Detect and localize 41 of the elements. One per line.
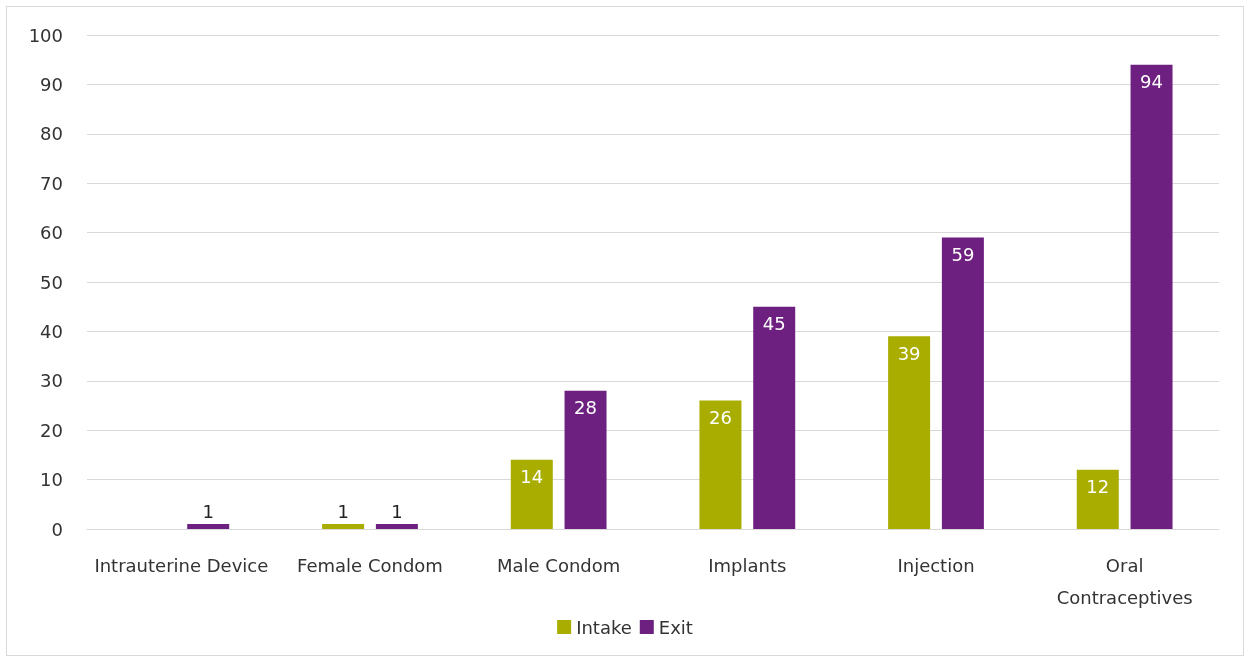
bar: [753, 306, 796, 529]
data-label: 1: [202, 500, 214, 522]
bar: [322, 524, 365, 529]
bar: [1130, 64, 1173, 529]
bar: [375, 524, 418, 529]
bar: [1076, 469, 1119, 529]
y-tick-label: 60: [40, 222, 63, 244]
legend-label: Exit: [658, 616, 693, 638]
bar: [187, 524, 230, 529]
y-tick-label: 40: [40, 320, 63, 342]
x-tick-label: Female Condom: [297, 554, 443, 576]
x-tick-label: Implants: [708, 554, 787, 576]
bar: [699, 400, 742, 529]
bar: [564, 390, 607, 529]
data-label: 14: [520, 466, 544, 488]
bar: [510, 459, 553, 529]
bar: [888, 336, 931, 529]
bar: [941, 237, 984, 529]
data-label: 59: [951, 244, 975, 266]
x-tick-label: Oral Contraceptives: [1056, 554, 1193, 608]
y-tick-label: 80: [40, 123, 63, 145]
data-label: 1: [337, 500, 349, 522]
y-tick-label: 10: [40, 469, 63, 491]
y-tick-label: 20: [40, 419, 63, 441]
data-label: 94: [1140, 71, 1163, 93]
data-label: 28: [574, 397, 597, 419]
x-tick-label: Intrauterine Device: [94, 554, 269, 576]
y-tick-label: 30: [40, 370, 63, 392]
y-tick-label: 100: [28, 24, 63, 46]
y-tick-label: 0: [51, 518, 63, 540]
data-label: 26: [709, 407, 732, 429]
data-label: 45: [762, 313, 786, 335]
x-tick-label: Male Condom: [497, 554, 621, 576]
y-tick-label: 50: [40, 271, 63, 293]
data-label: 1: [391, 500, 403, 522]
y-tick-label: 90: [40, 73, 63, 95]
data-label: 12: [1086, 476, 1110, 498]
y-tick-label: 70: [40, 172, 63, 194]
legend-label: Intake: [576, 616, 632, 638]
data-label: 39: [897, 342, 921, 364]
x-tick-label: Injection: [897, 554, 975, 576]
